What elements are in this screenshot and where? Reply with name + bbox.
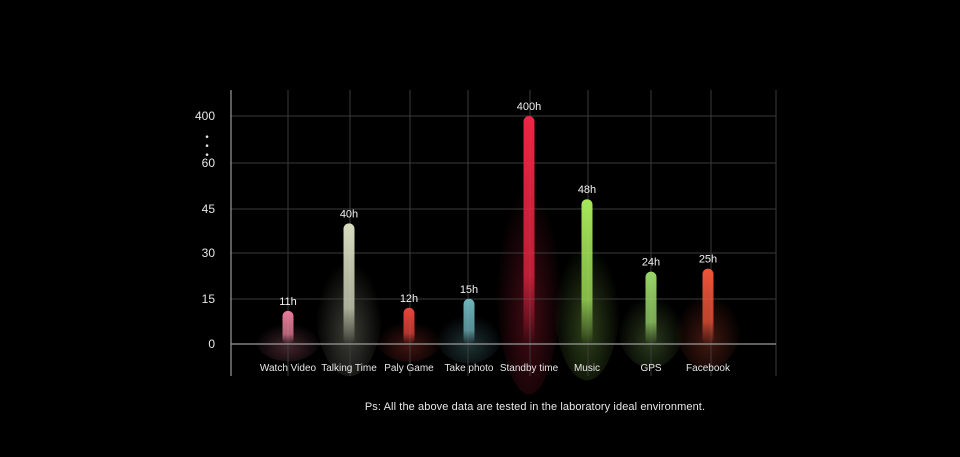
x-category-label: Talking Time [321,363,377,374]
data-label: 12h [400,293,418,305]
y-tick-label: 0 [208,337,215,351]
data-label: 48h [578,184,596,196]
axis-break-dots: • • • [204,133,209,161]
footnote: Ps: All the above data are tested in the… [364,401,706,413]
x-category-label: Watch Video [260,363,317,374]
y-tick-label: 30 [202,246,216,260]
y-tick-label: 45 [202,202,216,216]
bar-glows [254,132,742,395]
labels: 11h Watch Video 40h Talking Time 12h Paly Gam… [260,101,731,374]
x-category-label: Take photo [445,363,494,374]
bar-music [581,199,593,344]
data-label: 24h [642,257,660,269]
y-tick-label: 400 [195,109,215,123]
axes: 0 15 30 45 60 400 • • • [195,90,776,376]
y-tick-label: 15 [202,292,216,306]
bar-talking-time [343,223,355,344]
bar-gps [645,271,657,344]
x-category-label: GPS [640,363,661,374]
x-category-label: Standby time [500,363,559,374]
bar-take-photo [463,298,475,344]
bar-facebook [702,268,714,344]
data-label: 25h [699,254,717,266]
y-tick-label: 60 [202,156,216,170]
bars [282,116,714,344]
data-label: 40h [340,208,358,220]
x-category-label: Facebook [686,363,731,374]
bar-paly-game [403,307,415,344]
data-label: 400h [517,101,541,113]
x-category-label: Paly Game [384,363,434,374]
bar-watch-video [282,310,294,344]
bar-standby-time [523,116,535,344]
data-label: 11h [279,296,297,308]
data-label: 15h [460,284,478,296]
x-category-label: Music [574,363,600,374]
